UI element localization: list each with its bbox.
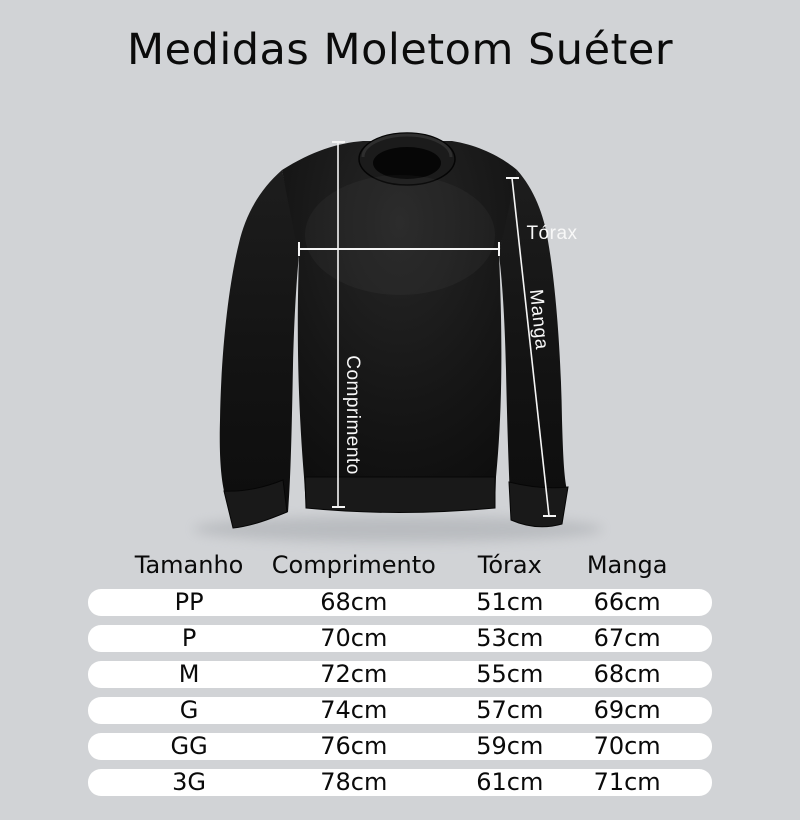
- table-row-3g: 3G 78cm 61cm 71cm: [88, 769, 712, 796]
- cell-comprimento: 72cm: [320, 660, 388, 688]
- cell-manga: 68cm: [593, 660, 661, 688]
- cell-size: PP: [174, 588, 204, 616]
- cell-size: G: [179, 696, 199, 724]
- page-title: Medidas Moletom Suéter: [126, 25, 674, 75]
- left-sleeve: [219, 170, 299, 528]
- table-row-gg: GG 76cm 59cm 70cm: [88, 733, 712, 760]
- manga-measure: Manga: [506, 177, 556, 517]
- collar-opening: [373, 147, 441, 179]
- cell-size: M: [178, 660, 200, 688]
- cell-size: GG: [170, 732, 208, 760]
- cell-torax: 59cm: [476, 732, 544, 760]
- table-row-g: G 74cm 57cm 69cm: [88, 697, 712, 724]
- right-sleeve: [499, 170, 567, 527]
- table-row-p: P 70cm 53cm 67cm: [88, 625, 712, 652]
- cell-size: P: [181, 624, 197, 652]
- table-header-row: Tamanho Comprimento Tórax Manga: [88, 549, 712, 581]
- collar-rib: [361, 133, 453, 158]
- cell-comprimento: 70cm: [320, 624, 388, 652]
- table-row-m: M 72cm 55cm 68cm: [88, 661, 712, 688]
- hem-band: [304, 476, 496, 513]
- cell-comprimento: 78cm: [320, 768, 388, 796]
- table-body: PP 68cm 51cm 66cm P 70cm 53cm 67cm M 72c…: [88, 589, 712, 805]
- cell-torax: 51cm: [476, 588, 544, 616]
- body: [282, 141, 517, 513]
- cell-torax: 61cm: [476, 768, 544, 796]
- comprimento-measure: Comprimento: [332, 141, 363, 508]
- torax-measure: Tórax: [298, 223, 577, 256]
- torax-label: Tórax: [526, 223, 577, 244]
- cell-manga: 71cm: [593, 768, 661, 796]
- header-cell-tamanho: Tamanho: [134, 551, 244, 579]
- cell-comprimento: 74cm: [320, 696, 388, 724]
- cell-manga: 69cm: [593, 696, 661, 724]
- sweatshirt-photo: Tórax Comprimento Manga: [193, 132, 603, 542]
- left-cuff: [223, 479, 288, 529]
- sweatshirt-diagram: Tórax Comprimento Manga: [100, 115, 700, 560]
- cell-torax: 53cm: [476, 624, 544, 652]
- header-cell-comprimento: Comprimento: [271, 551, 436, 579]
- cell-manga: 70cm: [593, 732, 661, 760]
- cell-manga: 67cm: [593, 624, 661, 652]
- cell-torax: 57cm: [476, 696, 544, 724]
- table-row-pp: PP 68cm 51cm 66cm: [88, 589, 712, 616]
- garment-shadow: [193, 516, 603, 542]
- header-cell-manga: Manga: [586, 551, 668, 579]
- cell-size: 3G: [172, 768, 207, 796]
- header-cell-torax: Tórax: [477, 551, 542, 579]
- comprimento-label: Comprimento: [342, 355, 363, 475]
- cell-comprimento: 68cm: [320, 588, 388, 616]
- cell-torax: 55cm: [476, 660, 544, 688]
- cell-comprimento: 76cm: [320, 732, 388, 760]
- cell-manga: 66cm: [593, 588, 661, 616]
